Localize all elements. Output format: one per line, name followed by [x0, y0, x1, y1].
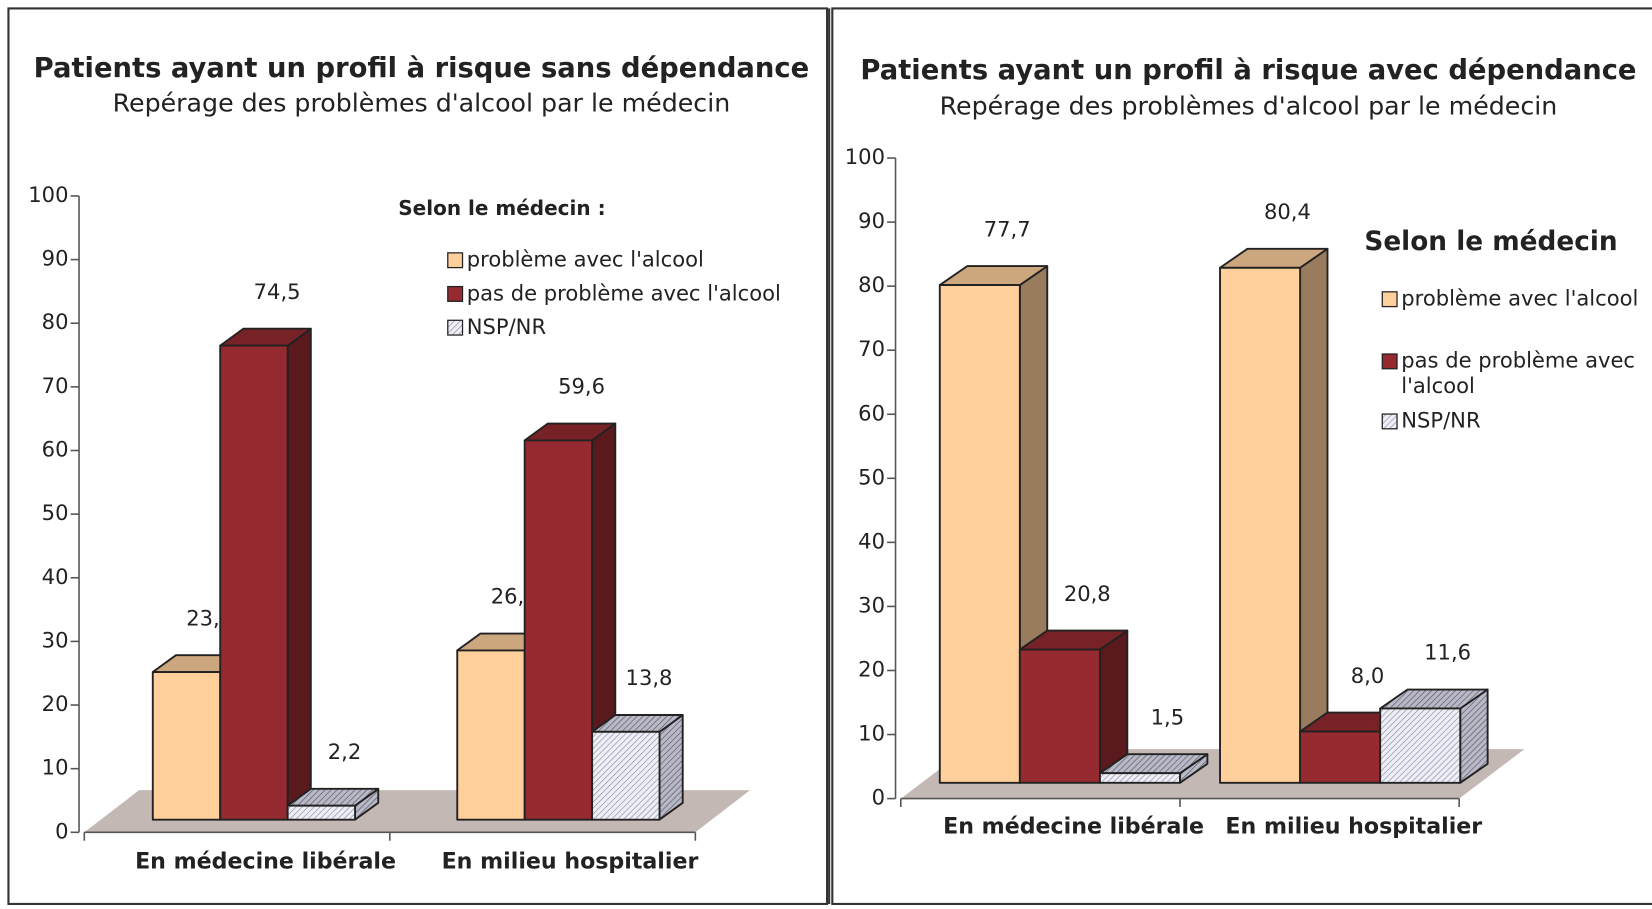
x-tick-label: En médecine libérale: [943, 814, 1204, 840]
value-label: 77,7: [984, 216, 1031, 241]
value-label: 8,0: [1351, 663, 1385, 688]
y-tick-label: 0: [872, 785, 885, 810]
bar: [1299, 730, 1382, 784]
value-label: 59,6: [558, 374, 605, 399]
bar: [456, 649, 526, 821]
bar-side: [658, 714, 684, 821]
y-tick-label: 100: [845, 144, 885, 169]
y-tick-label: 90: [42, 246, 69, 271]
legend-title: Selon le médecin: [1364, 227, 1617, 257]
y-tick-label: 90: [858, 208, 885, 233]
legend-swatch: [447, 319, 464, 336]
y-tick-label: 60: [858, 400, 885, 425]
y-tick-label: 70: [42, 373, 69, 398]
y-tick-label: 30: [858, 592, 885, 617]
legend-label: NSP/NR: [1401, 407, 1481, 434]
bar: [151, 671, 222, 821]
chart-title: Patients ayant un profil à risque avec d…: [860, 55, 1636, 86]
bar: [1098, 772, 1181, 784]
legend-swatch: [1381, 353, 1398, 370]
bar: [219, 344, 289, 821]
y-tick-label: 40: [42, 564, 69, 589]
legend-item: problème avec l'alcool: [1401, 285, 1639, 311]
bar-side: [286, 327, 312, 821]
y-tick-label: 100: [28, 182, 68, 207]
panel-border: [7, 7, 829, 905]
value-label: 74,5: [254, 279, 301, 304]
value-label: 13,8: [626, 665, 673, 690]
bar: [523, 439, 594, 821]
legend-label: problème avec l'alcool: [1401, 285, 1639, 311]
bar: [1018, 648, 1101, 784]
legend-swatch: [1381, 291, 1398, 308]
legend-label: NSP/NR: [466, 313, 547, 340]
legend-label: problème avec l'alcool: [466, 246, 704, 272]
legend-item: NSP/NR: [1401, 407, 1481, 434]
y-tick-label: 20: [858, 656, 885, 681]
bar: [591, 730, 661, 821]
y-tick-label: 20: [42, 691, 69, 716]
chart-title: Patients ayant un profil à risque sans d…: [34, 53, 810, 84]
y-tick-label: 70: [858, 336, 885, 361]
legend-swatch: [447, 285, 464, 302]
y-tick-label: 10: [858, 721, 885, 746]
y-tick-label: 50: [858, 464, 885, 489]
bar: [286, 804, 357, 821]
panel-border: [831, 7, 1652, 905]
legend-item: pas de problème avec l'alcool: [1401, 347, 1636, 399]
value-label: 11,6: [1424, 640, 1471, 665]
y-tick-label: 80: [42, 309, 69, 334]
y-tick-label: 30: [42, 627, 69, 652]
value-label: 2,2: [328, 739, 362, 764]
x-tick-label: En médecine libérale: [135, 848, 396, 874]
bar: [938, 284, 1021, 784]
legend-label: pas de problème avec l'alcool: [466, 280, 781, 306]
legend-label: pas de problème avec l'alcool: [1401, 347, 1636, 399]
y-tick-label: 10: [42, 755, 69, 780]
legend-swatch: [1381, 413, 1398, 430]
legend-item: pas de problème avec l'alcool: [466, 280, 781, 306]
bar: [1219, 266, 1302, 784]
chart-subtitle: Repérage des problèmes d'alcool par le m…: [113, 88, 731, 117]
value-label: 80,4: [1264, 199, 1311, 224]
x-tick-label: En milieu hospitalier: [442, 848, 699, 874]
value-label: 1,5: [1151, 704, 1185, 729]
y-tick-label: 80: [858, 272, 885, 297]
bar: [1379, 707, 1462, 784]
legend-swatch: [447, 252, 464, 269]
value-label: 20,8: [1064, 581, 1111, 606]
y-tick-label: 60: [42, 436, 69, 461]
chart-subtitle: Repérage des problèmes d'alcool par le m…: [940, 91, 1558, 120]
legend-item: NSP/NR: [466, 313, 547, 340]
legend-title: Selon le médecin :: [398, 196, 605, 220]
bar-side: [1299, 247, 1329, 784]
legend-item: problème avec l'alcool: [466, 246, 704, 272]
y-tick-label: 40: [858, 528, 885, 553]
x-tick-label: En milieu hospitalier: [1225, 814, 1482, 840]
y-tick-label: 50: [42, 500, 69, 525]
y-tick-label: 0: [55, 818, 68, 843]
